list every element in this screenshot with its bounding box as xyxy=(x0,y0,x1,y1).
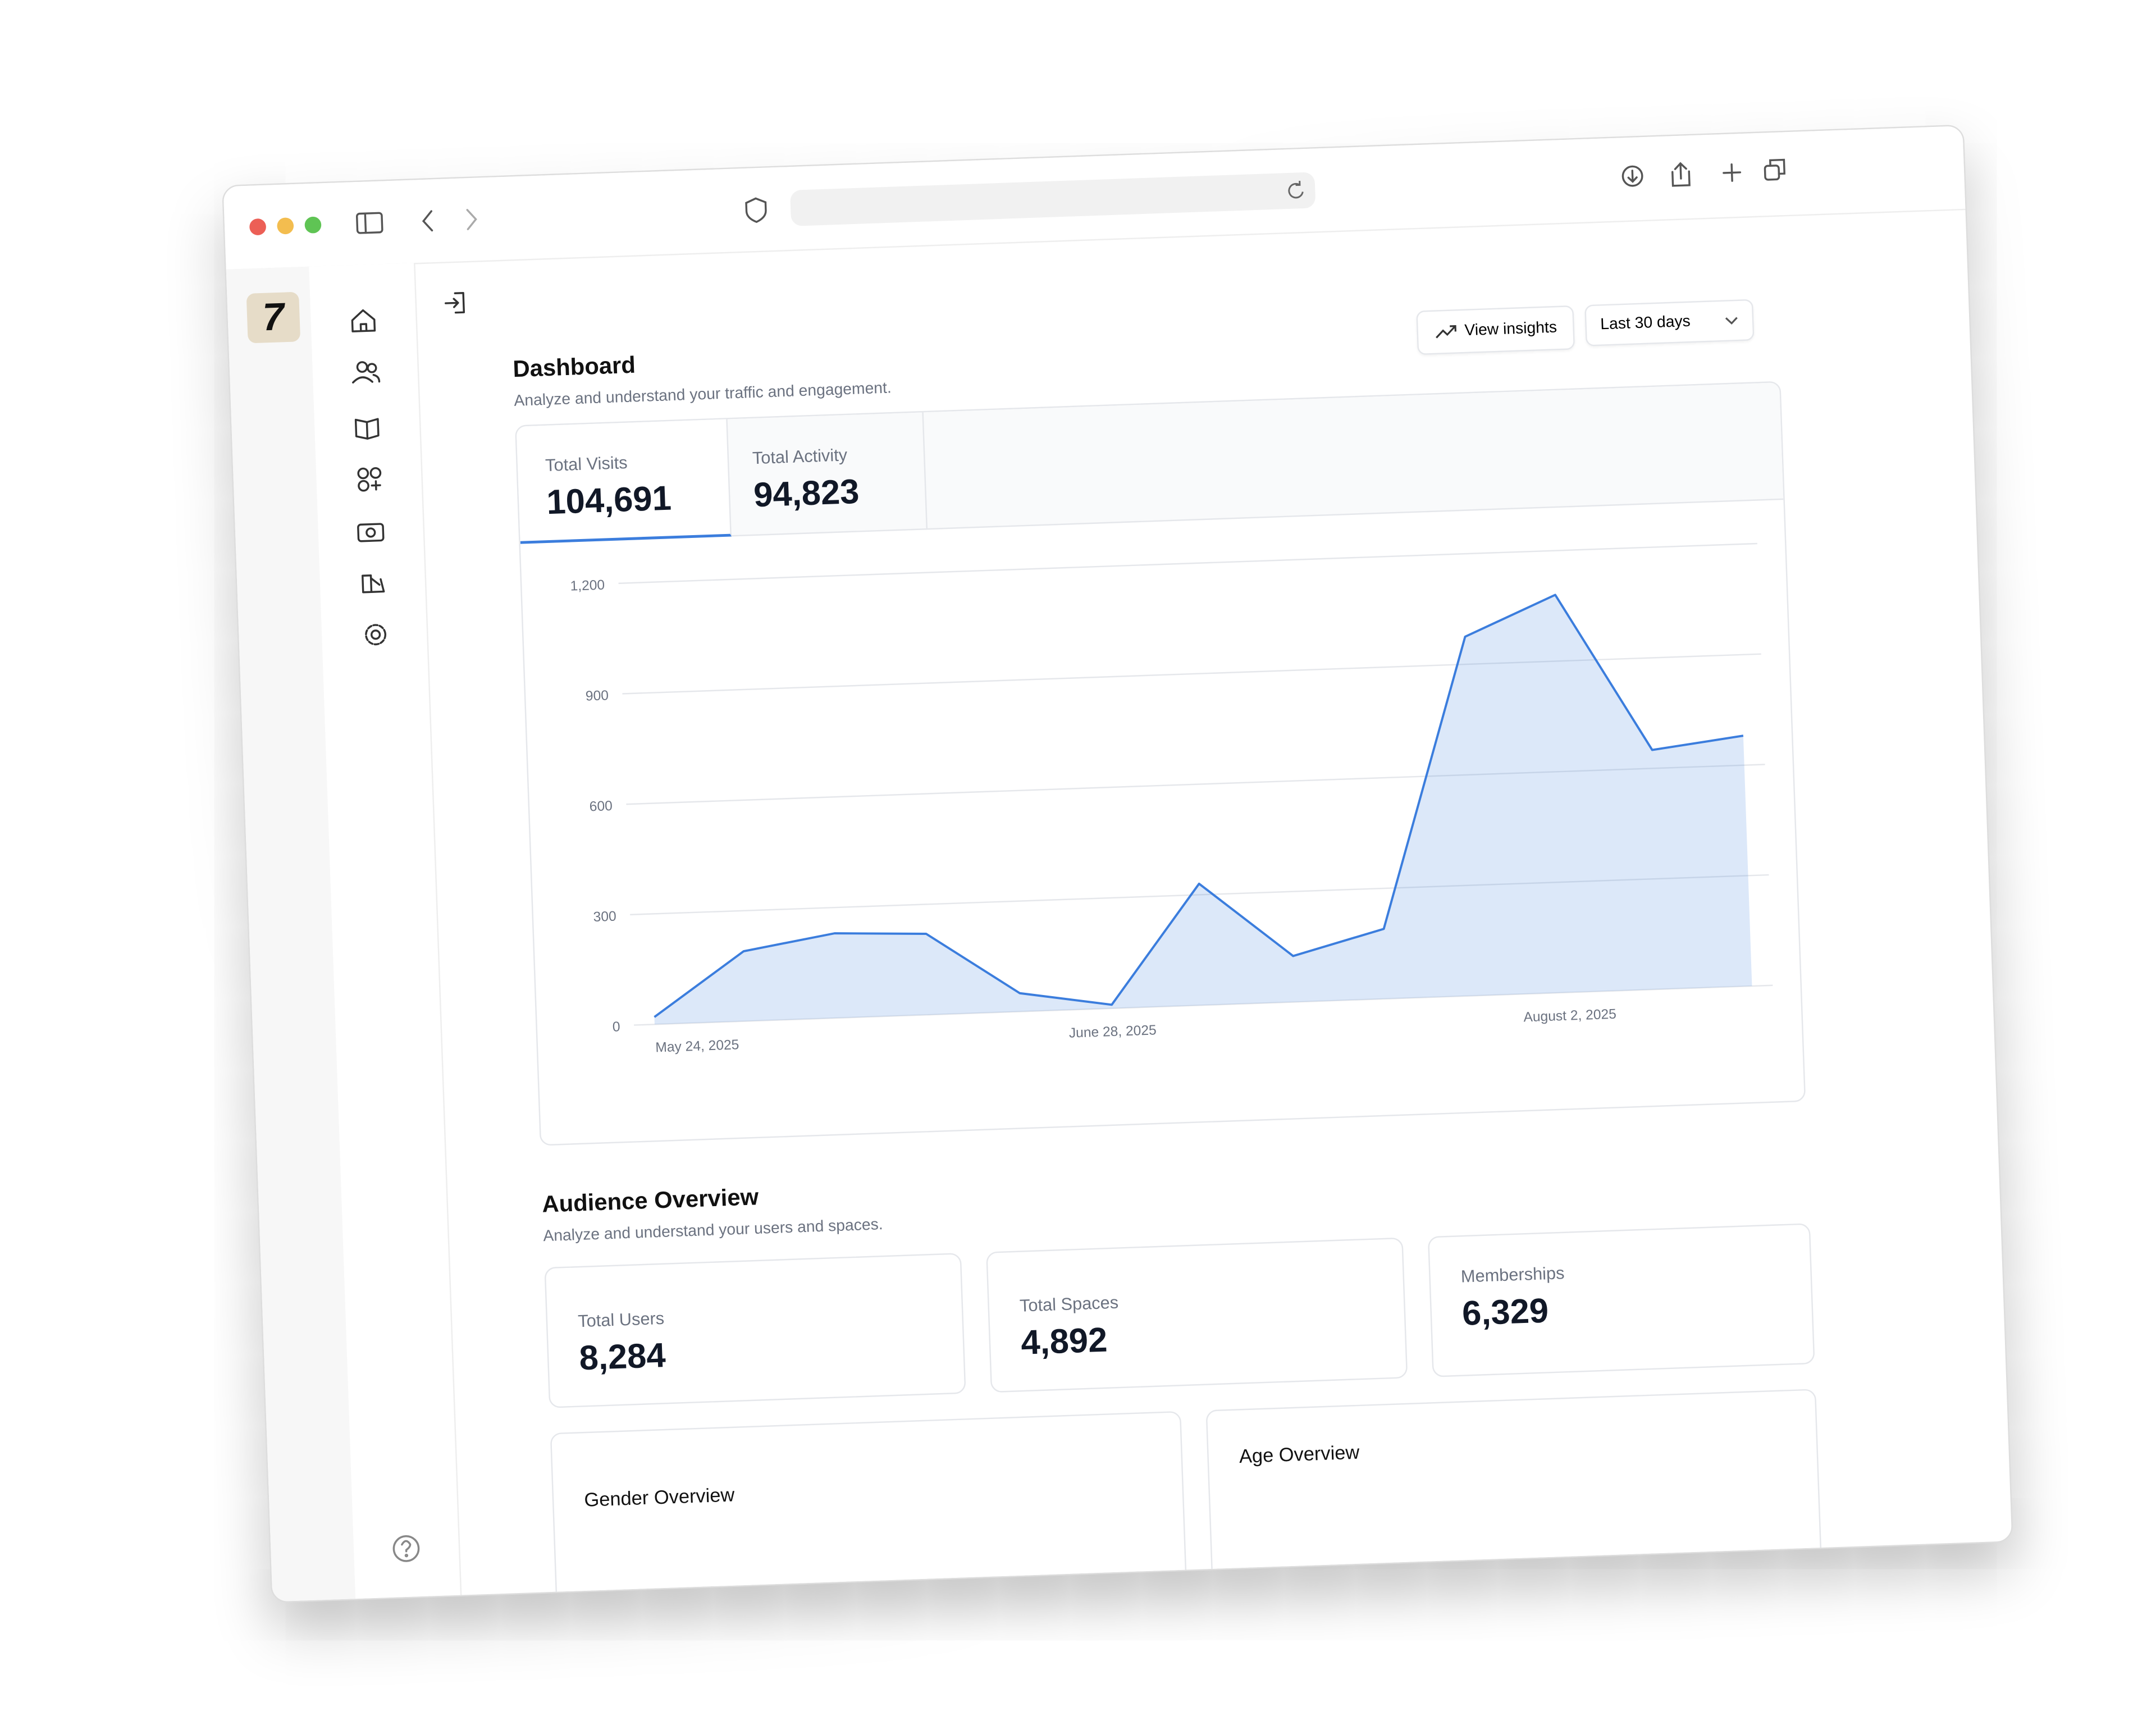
tab-label: Total Visits xyxy=(545,453,628,476)
stat-label: Total Users xyxy=(577,1308,665,1331)
tab[interactable]: Total Activity 94,823 xyxy=(726,412,928,536)
chart-card: Total Visits 104,691 Total Activity 94,8… xyxy=(514,381,1806,1146)
back-button[interactable] xyxy=(422,210,433,232)
download-icon[interactable] xyxy=(1621,165,1643,187)
nav-themes[interactable] xyxy=(362,574,385,594)
collapse-icon[interactable] xyxy=(441,289,469,317)
minimize-button[interactable] xyxy=(277,217,294,235)
nav-column xyxy=(309,263,462,1599)
y-tick-label: 600 xyxy=(589,798,613,814)
grid-line xyxy=(622,653,1761,695)
date-range-select[interactable]: Last 30 days xyxy=(1584,299,1755,346)
close-button[interactable] xyxy=(249,218,267,236)
stat-card: Total Users 8,284 xyxy=(544,1253,966,1408)
x-tick-label: August 2, 2025 xyxy=(1523,1007,1616,1025)
y-tick-label: 300 xyxy=(593,909,616,925)
stat-label: Total Spaces xyxy=(1019,1293,1119,1316)
panel-card: Age Overview xyxy=(1205,1389,1826,1603)
panel-title: Age Overview xyxy=(1239,1440,1360,1467)
area-fill xyxy=(654,595,1752,1025)
browser-window: 7 Dashboard Analyze and understand your … xyxy=(222,124,2013,1603)
stat-value: 6,329 xyxy=(1461,1292,1550,1334)
grid-line xyxy=(634,984,1773,1026)
zoom-button[interactable] xyxy=(304,216,322,234)
stat-value: 8,284 xyxy=(578,1336,666,1379)
nav-people[interactable] xyxy=(352,361,381,384)
tab-active[interactable]: Total Visits 104,691 xyxy=(516,419,732,544)
stat-card: Total Spaces 4,892 xyxy=(986,1237,1408,1393)
grid-line xyxy=(618,542,1757,585)
stat-card: Memberships 6,329 xyxy=(1427,1223,1815,1377)
forward-button[interactable] xyxy=(466,209,477,230)
trend-icon xyxy=(1435,325,1456,339)
nav-book[interactable] xyxy=(354,418,380,440)
y-tick-label: 1,200 xyxy=(570,578,605,594)
grid-line xyxy=(626,764,1765,805)
nav-apps[interactable] xyxy=(357,467,382,492)
button-label: View insights xyxy=(1464,320,1557,340)
toolbar-icons xyxy=(249,158,1786,236)
stat-value: 4,892 xyxy=(1020,1321,1108,1363)
section-subtitle: Analyze and understand your users and sp… xyxy=(542,1217,884,1245)
tab-label: Total Activity xyxy=(752,445,848,468)
logo[interactable]: 7 xyxy=(246,291,301,344)
section-title: Audience Overview xyxy=(541,1184,759,1218)
chevron-icon xyxy=(1725,317,1738,325)
new-tab-icon[interactable] xyxy=(1723,163,1742,182)
tab-value: 104,691 xyxy=(546,479,672,523)
toolbar xyxy=(223,126,1966,271)
stat-label: Memberships xyxy=(1460,1263,1565,1287)
panel-title: Gender Overview xyxy=(583,1483,735,1511)
x-tick-label: May 24, 2025 xyxy=(655,1037,739,1055)
panel-card: Gender Overview xyxy=(550,1411,1191,1603)
reload-icon[interactable] xyxy=(1288,180,1304,199)
grid-line xyxy=(630,874,1769,916)
y-tick-label: 900 xyxy=(585,688,609,704)
y-tick-label: 0 xyxy=(612,1019,620,1034)
page-subtitle: Analyze and understand your traffic and … xyxy=(514,380,892,410)
tabs-icon[interactable] xyxy=(1764,165,1780,181)
address-bar[interactable] xyxy=(790,172,1315,226)
view-insights-button[interactable]: View insights xyxy=(1416,305,1575,355)
nav-home[interactable] xyxy=(351,309,376,332)
help-icon[interactable] xyxy=(392,1535,420,1562)
x-tick-label: June 28, 2025 xyxy=(1068,1023,1157,1041)
line xyxy=(654,594,1744,1018)
tab-value: 94,823 xyxy=(753,472,860,515)
shield-icon xyxy=(745,197,767,223)
share-icon[interactable] xyxy=(1671,162,1691,187)
nav-icons xyxy=(351,309,420,1562)
select-label: Last 30 days xyxy=(1600,313,1691,334)
nav-settings[interactable] xyxy=(365,624,387,646)
nav-billing[interactable] xyxy=(357,523,385,542)
page-title: Dashboard xyxy=(512,352,636,383)
sidebar-toggle[interactable] xyxy=(355,212,383,234)
area-chart: 0 300 600 900 1,200 May 24, 2025 June 28, 2025… xyxy=(570,542,1773,1055)
